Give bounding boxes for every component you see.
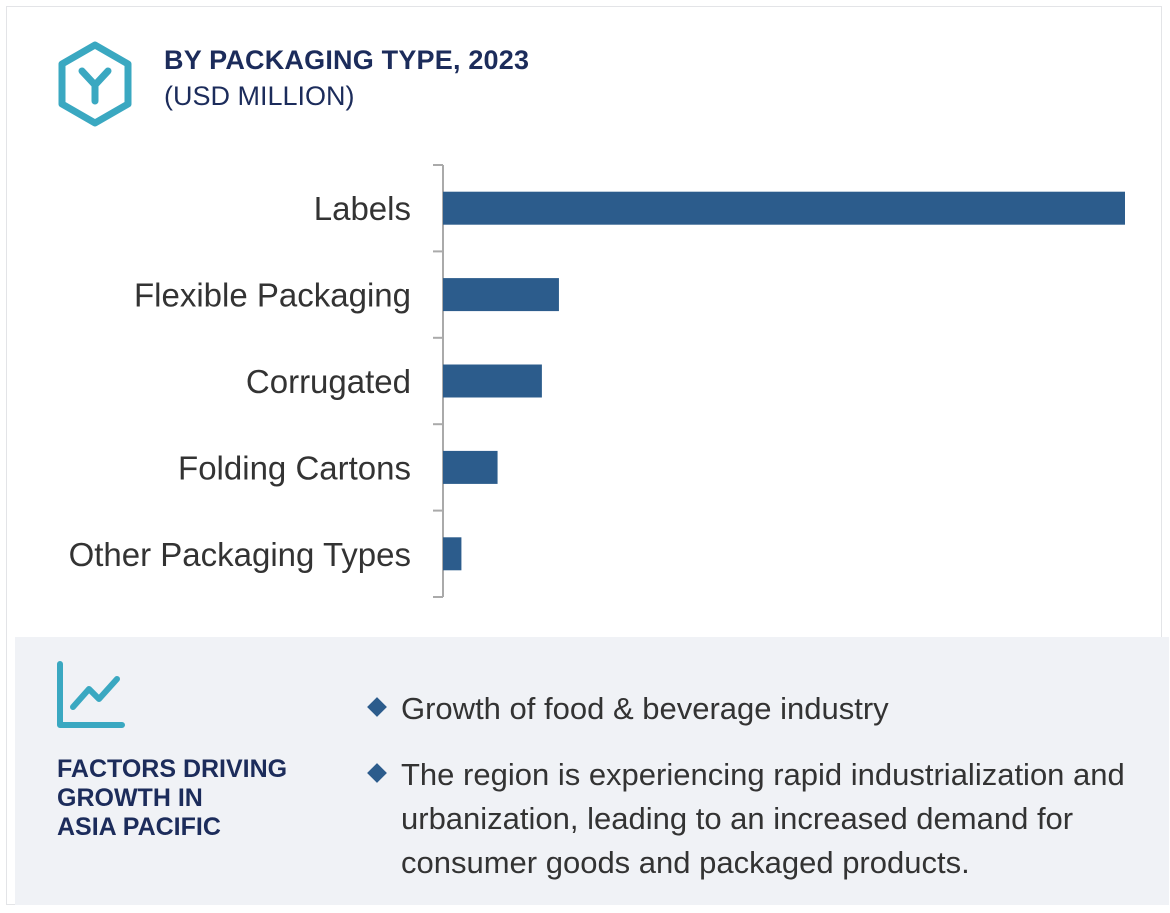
- category-label: Other Packaging Types: [69, 536, 411, 573]
- diamond-bullet-icon: [367, 697, 387, 717]
- bullet-item: The region is experiencing rapid industr…: [365, 753, 1155, 885]
- category-label: Flexible Packaging: [134, 277, 411, 314]
- bar: [443, 191, 1125, 225]
- chart-card: BY PACKAGING TYPE, 2023 (USD MILLION) La…: [6, 6, 1169, 905]
- category-label: Corrugated: [246, 363, 411, 400]
- factors-title-line: FACTORS DRIVING: [57, 755, 288, 783]
- category-label: Labels: [314, 190, 411, 227]
- bar-chart: Labels Flexible Packaging Corrugated Foldin…: [69, 164, 1125, 598]
- chart-title: BY PACKAGING TYPE, 2023: [164, 45, 530, 75]
- factors-panel: FACTORS DRIVING GROWTH IN ASIA PACIFIC G…: [15, 637, 1169, 905]
- bullet-text: The region is experiencing rapid industr…: [401, 757, 1125, 880]
- bar: [443, 278, 559, 312]
- hexagon-y-logo-icon: [58, 41, 132, 127]
- category-label: Folding Cartons: [178, 449, 411, 486]
- bullet-text: Growth of food & beverage industry: [401, 691, 889, 726]
- trend-line-chart-icon: [57, 661, 125, 728]
- chart-subtitle: (USD MILLION): [164, 81, 355, 111]
- factors-title-line: ASIA PACIFIC: [57, 813, 221, 841]
- bullet-item: Growth of food & beverage industry: [365, 687, 1155, 731]
- factors-title-line: GROWTH IN: [57, 784, 203, 812]
- bar: [443, 450, 498, 484]
- factors-bullet-list: Growth of food & beverage industry The r…: [365, 687, 1155, 907]
- bar: [443, 537, 462, 571]
- diamond-bullet-icon: [367, 763, 387, 783]
- bar: [443, 364, 542, 398]
- factors-title: FACTORS DRIVING GROWTH IN ASIA PACIFIC: [57, 755, 327, 842]
